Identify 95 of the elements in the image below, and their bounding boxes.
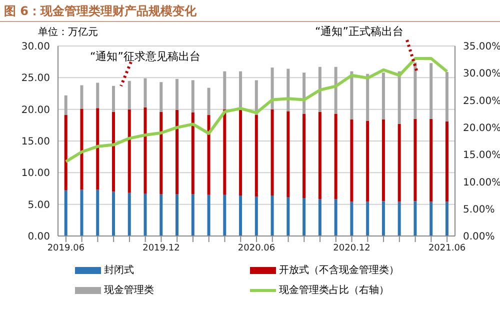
bar — [270, 195, 274, 236]
bar — [270, 109, 274, 196]
bar — [160, 82, 163, 112]
bar — [350, 119, 354, 202]
bar — [223, 194, 226, 236]
y-tick-label: 10.00 — [21, 168, 50, 180]
bar — [191, 80, 194, 112]
bar — [430, 118, 433, 202]
chart-title: 图 6：现金管理类理财产品规模变化 — [4, 3, 197, 20]
text: 单位：万亿元 — [38, 26, 98, 39]
bar — [302, 114, 306, 198]
bar — [286, 111, 290, 198]
bar — [176, 78, 179, 110]
bar — [64, 115, 68, 190]
y-tick-label: 15.00 — [21, 136, 50, 148]
bar — [366, 120, 370, 202]
bar — [318, 66, 322, 112]
bar — [160, 194, 163, 236]
y-tick-label: 0.00 — [28, 232, 50, 243]
x-tick-label: 2019.12 — [142, 243, 180, 254]
bar — [302, 198, 306, 236]
bar — [80, 108, 84, 190]
bar — [414, 201, 417, 236]
bar — [382, 119, 385, 202]
x-tick-label: 2020.12 — [333, 243, 370, 254]
bar — [445, 121, 448, 202]
text: “通知”正式稿出台 — [315, 24, 404, 39]
bar — [398, 124, 401, 202]
bar — [64, 190, 68, 236]
y2-tick-label: 5.00% — [463, 204, 495, 216]
legend-label: 开放式（不含现金管理类） — [279, 264, 399, 277]
bar — [334, 114, 338, 200]
bar — [207, 194, 210, 236]
bar — [286, 197, 290, 236]
bar — [144, 78, 147, 108]
bar — [176, 194, 179, 236]
bar — [350, 202, 354, 236]
bar — [112, 192, 115, 236]
bar — [350, 71, 354, 120]
bar — [254, 115, 258, 197]
bar — [398, 202, 401, 236]
bar — [254, 196, 258, 236]
bar — [144, 107, 147, 194]
bar — [80, 85, 84, 109]
bar — [286, 68, 290, 112]
bar — [112, 86, 115, 112]
bar — [207, 115, 210, 195]
bar — [334, 66, 338, 114]
bar — [176, 110, 179, 194]
y-tick-label: 30.00 — [21, 42, 50, 53]
bar — [112, 112, 115, 192]
bar — [445, 202, 448, 236]
annotation: “通知”征求意见稿出台 — [90, 49, 200, 64]
bar — [96, 108, 100, 190]
bar — [239, 110, 242, 196]
bar — [223, 71, 226, 110]
x-tick-label: 2020.06 — [238, 243, 276, 254]
x-tick-label: 2019.06 — [47, 243, 85, 254]
bar — [366, 74, 370, 121]
bar — [318, 199, 322, 236]
bar — [160, 112, 163, 194]
bar — [96, 82, 100, 108]
bar — [239, 195, 242, 236]
y-tick-label: 20.00 — [21, 104, 50, 116]
bar — [414, 62, 417, 119]
bar — [334, 199, 338, 236]
bar — [430, 202, 433, 236]
bar — [64, 95, 68, 116]
bar — [223, 109, 226, 195]
bar — [207, 88, 210, 116]
bar — [382, 201, 385, 236]
y2-tick-label: 0.00% — [463, 232, 495, 243]
y-tick-label: 5.00 — [28, 200, 50, 211]
bar — [270, 68, 274, 110]
legend-label: 现金管理类 — [104, 284, 154, 297]
bar — [382, 72, 385, 120]
bar — [144, 194, 147, 236]
bar — [128, 80, 131, 110]
bar — [191, 194, 194, 236]
bar — [96, 190, 100, 236]
bar — [366, 202, 370, 236]
bar — [191, 112, 194, 194]
bar — [430, 63, 433, 119]
bar — [128, 192, 131, 236]
bar — [80, 190, 84, 236]
bar — [302, 72, 306, 114]
bar — [445, 72, 448, 122]
legend-label: 现金管理类占比（右轴） — [279, 284, 389, 297]
bar — [128, 109, 131, 193]
bar — [398, 71, 401, 124]
bar — [414, 118, 417, 202]
x-tick-label: 2021.06 — [428, 243, 466, 254]
legend-label: 封闭式 — [104, 264, 134, 277]
y-tick-label: 25.00 — [21, 73, 50, 84]
bar — [318, 112, 322, 200]
